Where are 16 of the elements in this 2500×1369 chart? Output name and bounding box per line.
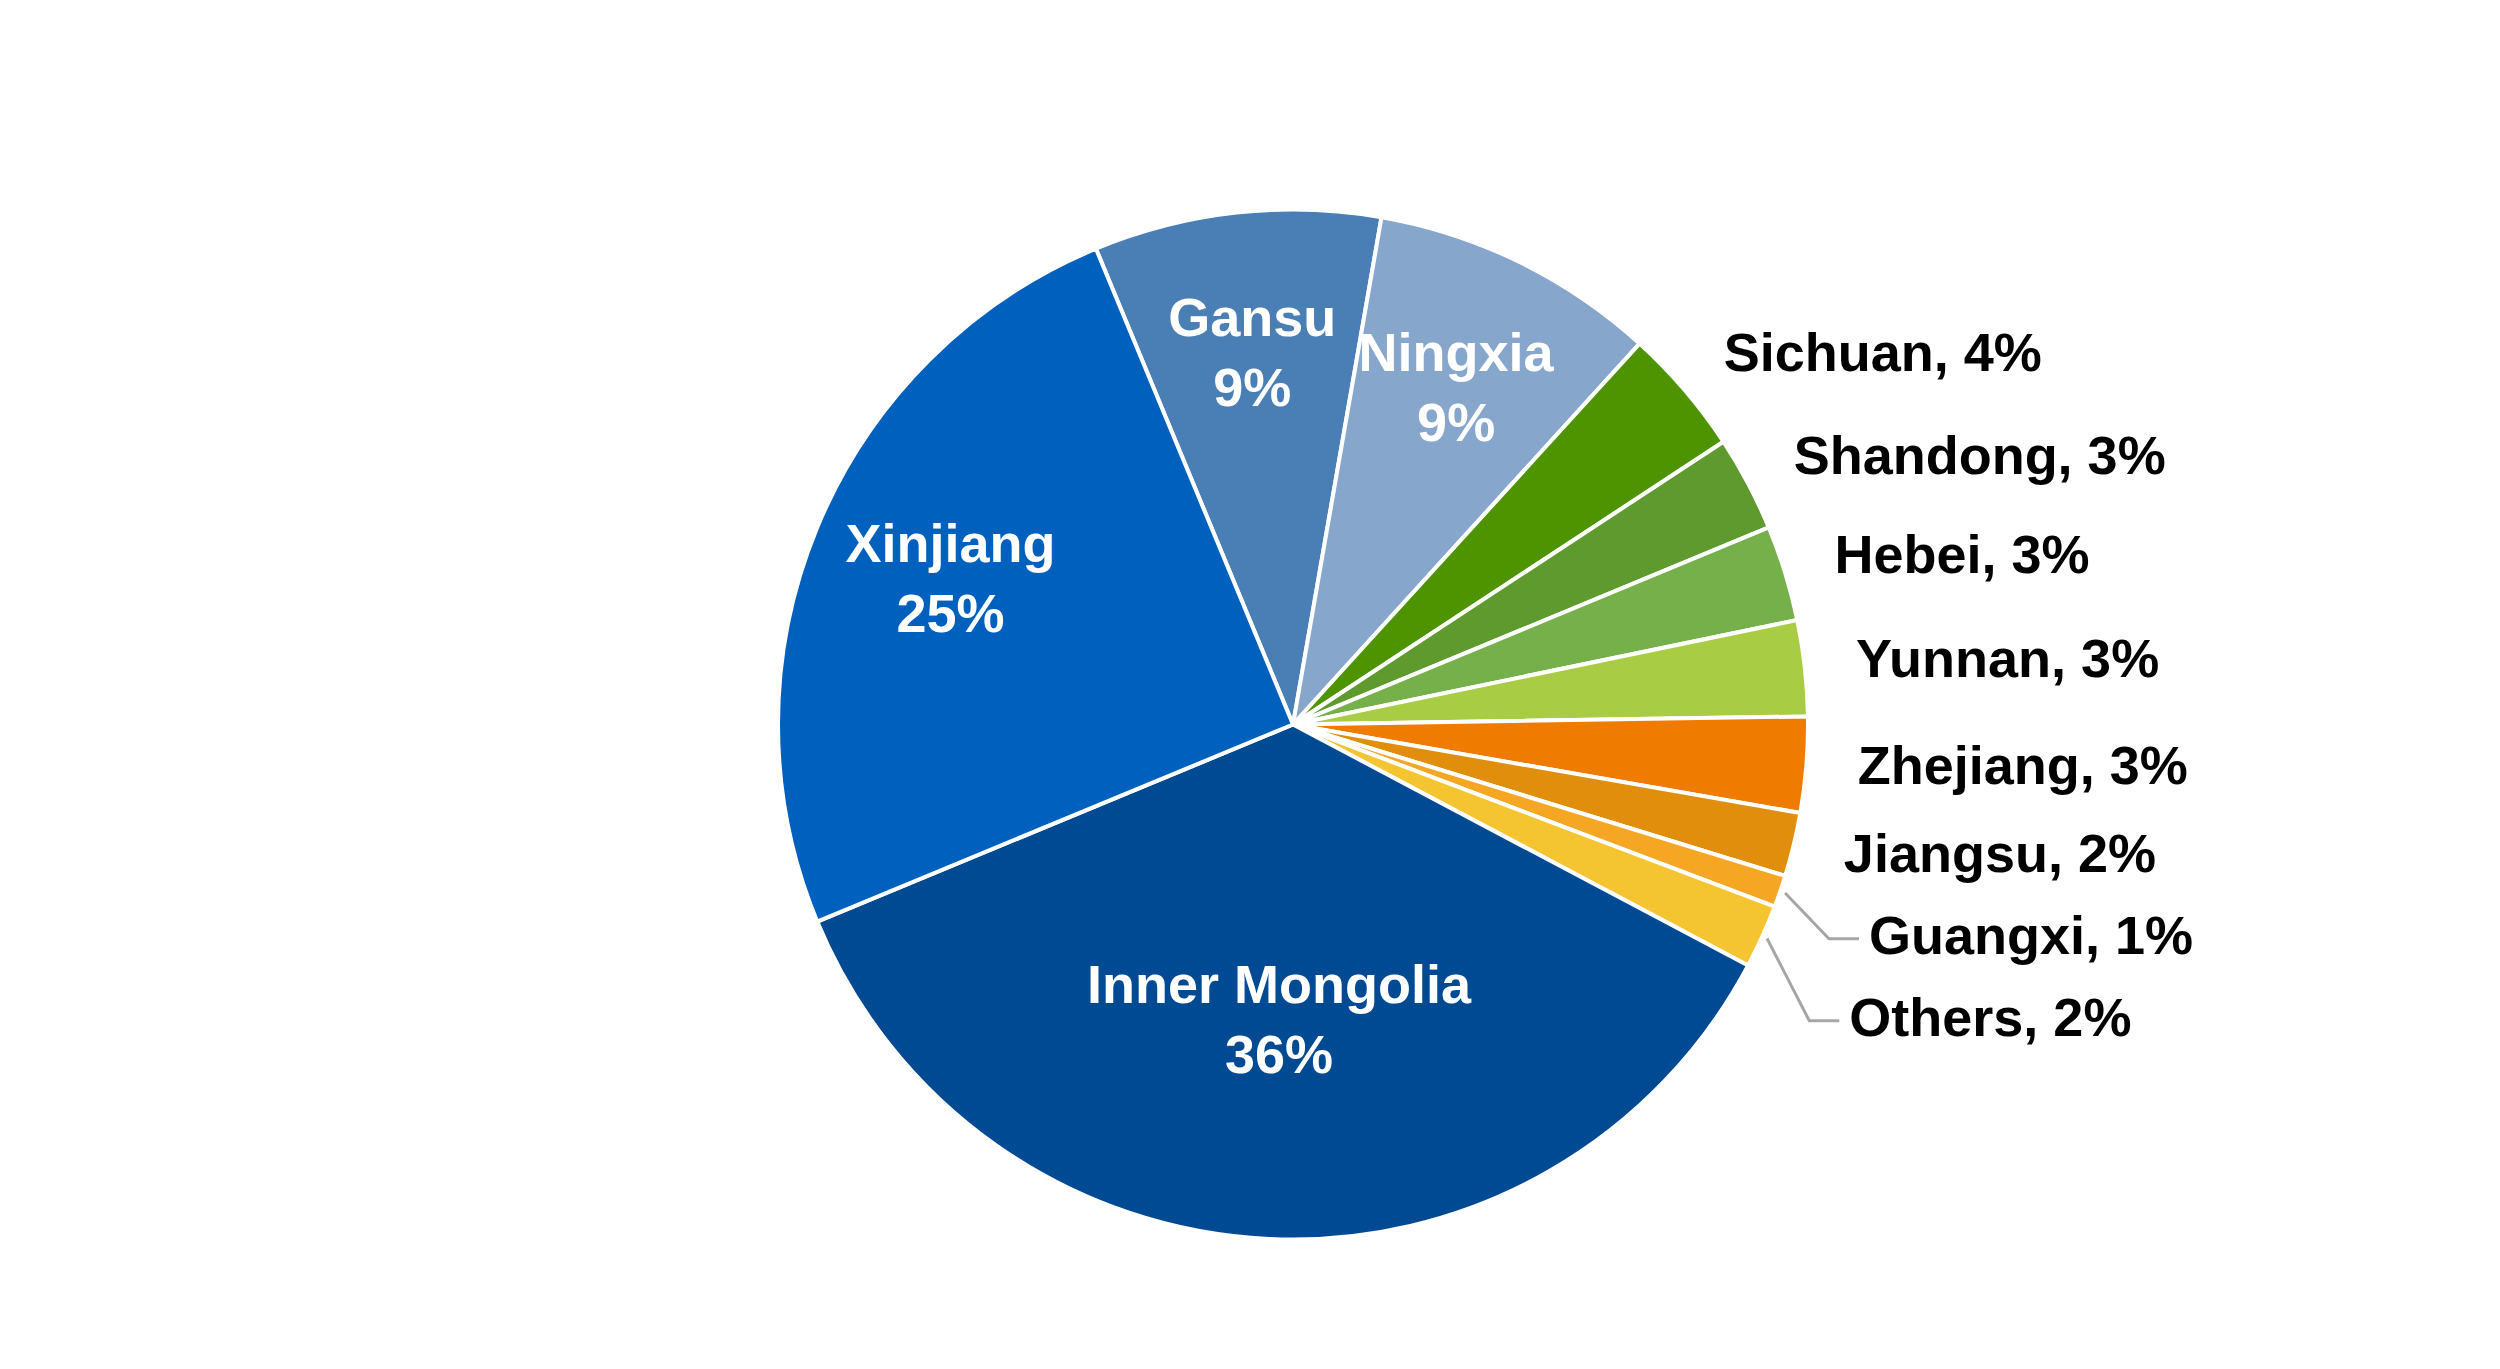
slice-label: Others, 2% [1849, 986, 2132, 1047]
data-label: 9% [1417, 392, 1496, 453]
slice-label: Yunnan, 3% [1856, 628, 2160, 689]
slice-label: Zhejiang, 3% [1857, 734, 2188, 795]
slice-label: Hebei, 3% [1834, 523, 2090, 584]
data-label: 25% [896, 583, 1005, 644]
slice-label: Sichuan, 4% [1723, 322, 2042, 383]
data-label: 9% [1213, 356, 1292, 417]
data-label: 36% [1224, 1023, 1333, 1084]
slice-label: Inner Mongolia [1086, 953, 1472, 1014]
slice-label: Xinjiang [845, 513, 1056, 574]
slice-label: Jiangsu, 2% [1843, 822, 2156, 883]
slice-label: Shandong, 3% [1793, 425, 2166, 486]
slice-label: Gansu [1168, 286, 1337, 347]
slice-label: Guangxi, 1% [1868, 904, 2194, 965]
slice-label: Ningxia [1358, 322, 1555, 383]
